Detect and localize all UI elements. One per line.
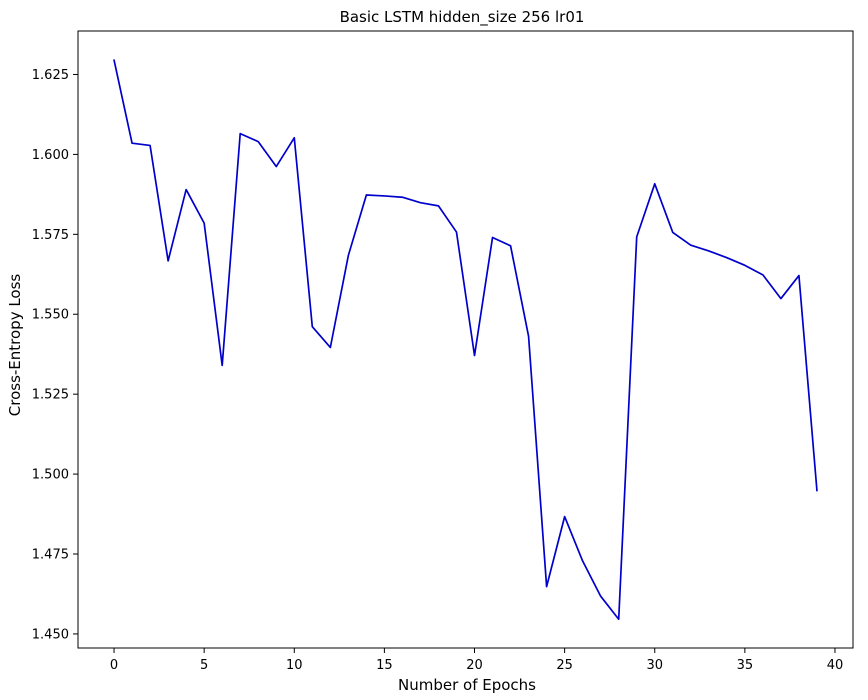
plot-frame xyxy=(77,30,854,649)
data-point xyxy=(185,189,187,191)
data-point xyxy=(798,275,800,277)
data-point xyxy=(780,298,782,300)
data-point xyxy=(203,222,205,224)
data-point xyxy=(654,183,656,185)
chart-title: Basic LSTM hidden_size 256 lr01 xyxy=(340,8,585,27)
data-point xyxy=(437,205,439,207)
data-point xyxy=(239,133,241,135)
data-point xyxy=(365,194,367,196)
x-tick-label: 5 xyxy=(200,658,208,673)
data-point xyxy=(257,141,259,143)
data-point xyxy=(329,346,331,348)
data-point xyxy=(546,586,548,588)
y-tick-label: 1.475 xyxy=(32,548,69,563)
data-point xyxy=(383,195,385,197)
data-point xyxy=(149,144,151,146)
x-tick-label: 10 xyxy=(286,658,303,673)
x-tick-label: 20 xyxy=(466,658,483,673)
data-point xyxy=(564,516,566,518)
data-point xyxy=(167,260,169,262)
y-tick-label: 1.525 xyxy=(32,388,69,403)
data-point xyxy=(131,142,133,144)
x-axis-label: Number of Epochs xyxy=(398,676,536,694)
data-point xyxy=(726,257,728,259)
y-tick-label: 1.575 xyxy=(32,228,69,243)
data-point xyxy=(347,254,349,256)
x-tick-label: 15 xyxy=(376,658,393,673)
data-point xyxy=(401,196,403,198)
data-point xyxy=(419,202,421,204)
data-point xyxy=(582,560,584,562)
data-point xyxy=(672,231,674,233)
data-point xyxy=(636,236,638,238)
data-point xyxy=(690,244,692,246)
data-point xyxy=(311,326,313,328)
data-point xyxy=(816,490,818,492)
y-tick-label: 1.600 xyxy=(32,148,69,163)
data-point xyxy=(744,264,746,266)
y-tick-label: 1.550 xyxy=(32,308,69,323)
data-point xyxy=(618,618,620,620)
data-point xyxy=(221,364,223,366)
plot-area: 0 5 10 15 20 25 30 35 40 1.450 1.475 1.500 1.525 1.55… xyxy=(32,30,854,673)
data-point xyxy=(293,137,295,139)
data-point xyxy=(474,354,476,356)
y-tick-label: 1.625 xyxy=(32,68,69,83)
x-tick-label: 40 xyxy=(827,658,844,673)
x-tick-label: 25 xyxy=(556,658,573,673)
data-point xyxy=(510,245,512,247)
data-point xyxy=(708,250,710,252)
x-tick-label: 0 xyxy=(110,658,118,673)
x-tick-label: 30 xyxy=(646,658,663,673)
data-point xyxy=(275,166,277,168)
series-line-0 xyxy=(113,59,818,621)
data-point xyxy=(528,335,530,337)
data-point xyxy=(113,59,115,61)
y-tick-label: 1.450 xyxy=(32,627,69,642)
data-point xyxy=(600,595,602,597)
y-axis-label: Cross-Entropy Loss xyxy=(6,274,24,417)
x-tick-label: 35 xyxy=(737,658,754,673)
data-point xyxy=(762,274,764,276)
data-point xyxy=(455,231,457,233)
data-point xyxy=(492,237,494,239)
y-tick-label: 1.500 xyxy=(32,468,69,483)
